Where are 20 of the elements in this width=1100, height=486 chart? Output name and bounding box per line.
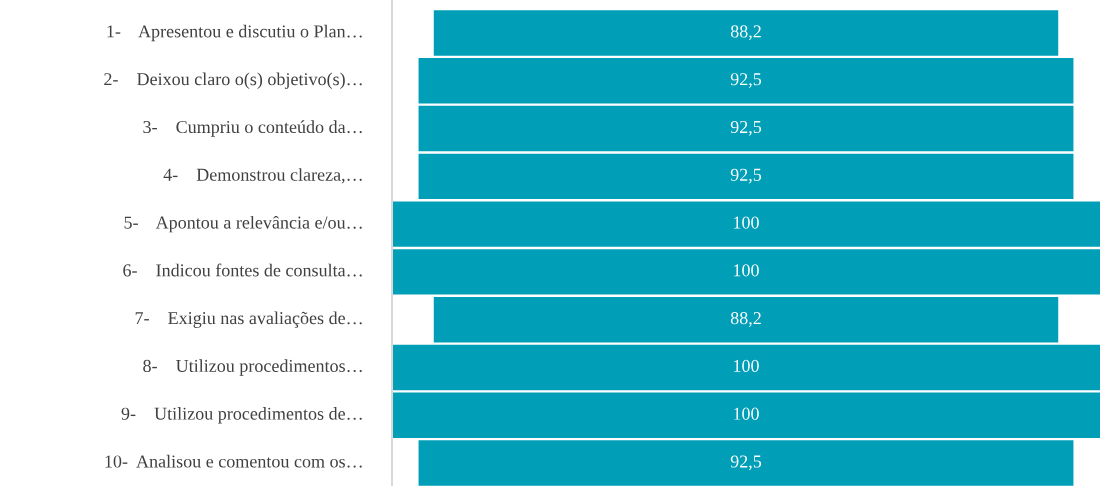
data-label: 92,5 (730, 73, 762, 88)
category-label: 6- Indicou fontes de consulta… (123, 263, 362, 277)
category-label: 8- Utilizou procedimentos… (143, 359, 362, 376)
data-label: 100 (734, 407, 759, 420)
category-label: 7- Exigiu nas avaliações de… (135, 311, 362, 328)
category-label: 5- Apontou a relevância e/ou… (124, 215, 362, 233)
category-label: 3- Cumpriu o conteúdo da… (143, 120, 362, 137)
data-label: 100 (734, 264, 759, 277)
data-label: 92,5 (730, 168, 762, 184)
category-label: 1- Apresentou e discutiu o Plan… (107, 24, 362, 42)
category-label: 2- Deixou claro o(s) objetivo(s)… (104, 72, 362, 89)
data-label: 88,2 (730, 312, 761, 327)
data-label: 88,2 (730, 25, 761, 41)
data-label: 100 (734, 216, 759, 229)
category-label: 9- Utilizou procedimentos de… (121, 407, 362, 424)
data-label: 100 (734, 359, 759, 373)
category-label: 10- Analisou e comentou com os… (105, 454, 362, 468)
data-label: 92,5 (730, 455, 762, 471)
category-label: 4- Demonstrou clareza,… (163, 168, 362, 184)
data-label: 92,5 (730, 120, 762, 136)
